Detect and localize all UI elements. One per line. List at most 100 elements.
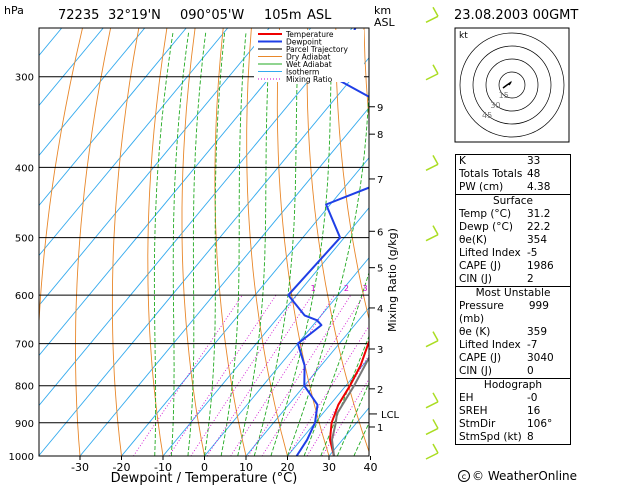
index-row: Dewp (°C) 22.2 (456, 221, 570, 234)
plot-frame (38, 27, 370, 457)
dry-adiabat-line (589, 28, 629, 456)
index-row: CIN (J) 2 (456, 273, 570, 286)
wet-adiabat-line (187, 31, 207, 456)
lcl-label: LCL (381, 410, 400, 421)
isotherm-line (39, 28, 270, 307)
indices-panel: K 33 Totals Totals 48 PW (cm) 4.38 Surface Te… (455, 154, 571, 445)
dry-adiabat-line (335, 28, 369, 321)
wet-adiabats (153, 31, 369, 456)
index-label: θe (K) (459, 326, 491, 338)
mixing-ratio-label: 2 (344, 284, 349, 293)
mixing-ratio-line (321, 378, 369, 456)
hodograph-ring-label: 45 (482, 111, 492, 120)
index-row: CIN (J) 0 (456, 365, 570, 378)
surface-title: Surface (456, 194, 570, 208)
mixing-ratio-line (230, 294, 335, 456)
index-label: Lifted Index (459, 247, 521, 259)
wet-adiabat-line (287, 80, 369, 456)
wet-adiabat-line (170, 31, 190, 456)
x-tick-label: -10 (154, 461, 172, 474)
km-tick-label: 9 (377, 103, 383, 114)
copyright-text: © WeatherOnline (472, 469, 577, 483)
dry-adiabat-line (561, 28, 629, 456)
x-tick-label: 0 (201, 461, 208, 474)
x-tick-label: -30 (71, 461, 89, 474)
wet-adiabat-line (220, 31, 247, 456)
dry-adiabat-line (214, 28, 247, 456)
km-tick-label: 4 (377, 304, 383, 315)
wet-adiabat-line (153, 31, 174, 456)
index-row: EH -0 (456, 392, 570, 405)
dry-adiabat-line (617, 28, 629, 456)
index-label: CIN (J) (459, 273, 492, 285)
index-value: 354 (527, 234, 548, 246)
indices-group-surface: Temp (°C) 31.2 Dewp (°C) 22.2 θe(K) 354 Lifted… (456, 208, 570, 286)
index-value: 0 (527, 365, 534, 377)
index-label: CIN (J) (459, 365, 492, 377)
dry-adiabat-line (246, 28, 288, 456)
isotherm-line (39, 28, 229, 257)
wet-adiabat-line (253, 31, 300, 456)
index-label: CAPE (J) (459, 260, 502, 272)
index-row: Pressure (mb) 999 (456, 300, 570, 326)
dry-adiabat-line (306, 28, 369, 454)
km-tick-label: 2 (377, 385, 383, 396)
mixing-ratio-label: 1 (311, 284, 316, 293)
dewpoint-line (287, 28, 369, 456)
km-tick-label: 7 (377, 175, 383, 186)
dry-adiabat-line (181, 28, 205, 456)
mixing-ratio-labels: 12346810152025 (311, 284, 436, 293)
mixing-ratio-label: 10 (426, 284, 436, 293)
mixing-ratio-line (247, 294, 352, 456)
index-row: StmDir 106° (456, 418, 570, 431)
temperature-axis: -30 -20 -10 0 10 20 30 40 (71, 456, 378, 474)
index-label: EH (459, 392, 474, 404)
pressure-axis: 300 400 500 600 700 800 900 1000 (9, 73, 34, 463)
index-label: K (459, 155, 466, 167)
index-row: Temp (°C) 31.2 (456, 208, 570, 221)
hodograph-unit: kt (459, 31, 468, 41)
indices-group-hodograph: EH -0 SREH 16 StmDir 106° StmSpd (kt) 8 (456, 392, 570, 444)
sounding-series (287, 28, 369, 456)
wind-barb (425, 331, 439, 348)
index-value: 48 (527, 168, 541, 180)
km-tick-label: 8 (377, 130, 383, 141)
index-value: 33 (527, 155, 541, 167)
legend-label: Temperature (285, 30, 334, 39)
legend-label: Dry Adiabat (286, 53, 330, 62)
dry-adiabat-line (276, 28, 330, 456)
isotherm-line (287, 357, 369, 456)
isobars (39, 76, 369, 456)
km-tick-label: 6 (377, 227, 383, 238)
dry-adiabat-line (111, 28, 140, 456)
mixing-ratio-line (287, 325, 369, 456)
pressure-tick-label: 900 (15, 419, 34, 430)
mixing-ratio-label: 6 (400, 284, 405, 293)
km-tick-label: 1 (377, 423, 383, 434)
index-value: 8 (527, 431, 534, 443)
dry-adiabats (39, 28, 629, 456)
index-row: CAPE (J) 1986 (456, 260, 570, 273)
most-unstable-title: Most Unstable (456, 286, 570, 300)
mixing-ratio-label: 8 (414, 284, 419, 293)
copyright: c © WeatherOnline (458, 469, 577, 483)
legend-label: Dewpoint (286, 38, 322, 47)
hodograph-frame (454, 27, 570, 143)
station-asl: ASL (307, 8, 332, 23)
index-value: -5 (527, 247, 538, 259)
index-label: Lifted Index (459, 339, 521, 351)
legend-label: Parcel Trajectory (286, 45, 348, 54)
km-tick-label: 3 (377, 345, 383, 356)
index-value: 16 (527, 405, 541, 417)
station-lat: 32°19'N (108, 8, 161, 23)
isotherm-line (39, 28, 312, 357)
hodograph-trace (502, 80, 512, 89)
indices-group-basic: K 33 Totals Totals 48 PW (cm) 4.38 (456, 155, 570, 194)
hodograph-ring (485, 58, 539, 112)
index-label: Dewp (°C) (459, 221, 513, 233)
wind-barbs (425, 6, 439, 460)
index-label: θe(K) (459, 234, 487, 246)
wind-barb (425, 225, 439, 242)
